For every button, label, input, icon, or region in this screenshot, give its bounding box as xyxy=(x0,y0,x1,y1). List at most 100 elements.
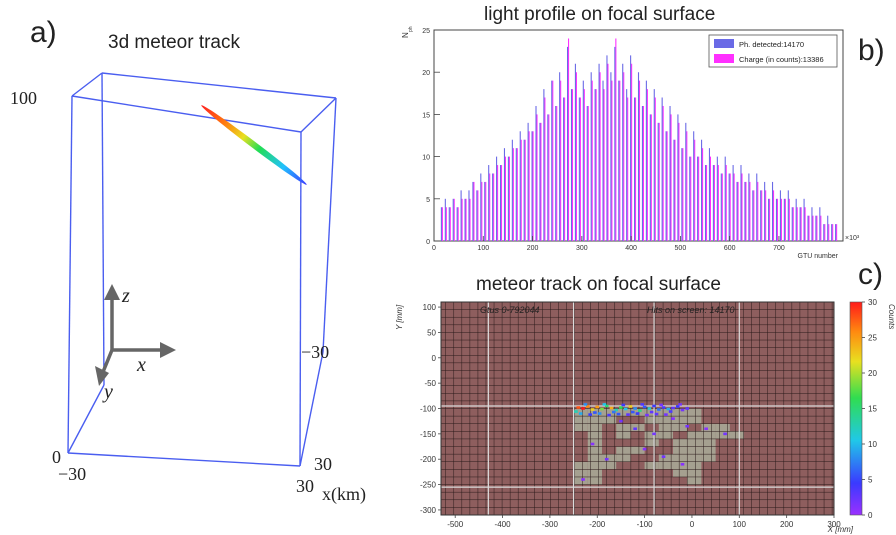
active-pixel xyxy=(587,476,602,485)
hit-point xyxy=(638,409,642,412)
active-pixel xyxy=(644,431,659,439)
hit-point xyxy=(581,478,585,481)
active-pixel xyxy=(701,431,716,439)
hit-point xyxy=(704,427,708,431)
active-pixel xyxy=(573,469,588,477)
colorbar xyxy=(849,301,863,516)
y-tick-label: 20 xyxy=(422,70,430,77)
active-pixel xyxy=(687,446,702,455)
colorbar-tick-label: 10 xyxy=(868,440,877,449)
box-edge-vert-back-right xyxy=(322,97,337,353)
active-pixel xyxy=(601,461,617,470)
hit-point xyxy=(628,405,633,408)
y-arrow-label: y xyxy=(102,381,113,403)
y-tick-label: -250 xyxy=(420,481,437,490)
active-pixel xyxy=(644,461,659,470)
box-edge-top-right xyxy=(300,97,337,133)
active-pixel xyxy=(673,454,688,462)
active-pixel xyxy=(658,416,674,424)
x-tick-label: 300 xyxy=(576,245,588,252)
hit-point xyxy=(661,406,666,409)
hit-point xyxy=(574,410,578,413)
box-edge-vert-front-left xyxy=(67,95,73,454)
hit-point xyxy=(680,408,685,412)
hit-point xyxy=(600,407,604,411)
active-pixel xyxy=(587,416,602,424)
legend-label-1: Charge (in counts):13386 xyxy=(739,55,824,64)
left-front-tick: −30 xyxy=(58,464,86,484)
x-tick-label: -300 xyxy=(542,520,559,529)
active-pixel xyxy=(587,461,602,470)
x-tick-label: 600 xyxy=(724,245,736,252)
colorbar-tick-label: 20 xyxy=(868,369,877,378)
box-edge-top-front xyxy=(71,95,302,133)
active-pixel xyxy=(658,408,674,417)
hit-point xyxy=(619,419,623,423)
z-arrow-label: z xyxy=(121,285,130,307)
active-pixel xyxy=(644,416,659,424)
hit-point xyxy=(607,413,611,417)
light-profile-chart: 0 100 200 300 400 500 600 700 0 5 10 15 20 25 N ph GT… xyxy=(401,26,860,260)
box-edge-vert-back-left xyxy=(101,72,105,386)
hit-point xyxy=(723,432,727,436)
active-pixel xyxy=(673,438,688,447)
y-tick-label: -50 xyxy=(424,379,436,388)
active-pixel xyxy=(687,476,702,485)
hit-point xyxy=(588,413,592,416)
annotation-hits: Hits on screen: 14170 xyxy=(647,305,735,315)
hit-point xyxy=(633,427,637,431)
hit-point xyxy=(671,417,675,420)
hit-point xyxy=(633,407,637,410)
active-pixel xyxy=(673,461,688,470)
active-pixel xyxy=(715,423,730,432)
active-pixel xyxy=(687,408,702,417)
hit-point xyxy=(581,407,585,410)
x-tick-label: -500 xyxy=(447,520,464,529)
active-pixel xyxy=(701,446,716,455)
hit-point xyxy=(685,407,690,410)
active-pixel xyxy=(687,416,702,424)
active-pixel xyxy=(616,454,631,462)
legend: Ph. detected:14170 Charge (in counts):13… xyxy=(708,34,838,68)
x-axis-label: GTU number xyxy=(798,253,839,260)
x-tick-label: -100 xyxy=(637,520,654,529)
box-edge-bottom-front xyxy=(67,452,301,467)
x-axis-exponent: ×10³ xyxy=(845,235,860,242)
y-tick-label: 15 xyxy=(422,112,430,119)
x-tick-label: 200 xyxy=(780,520,794,529)
x-arrow-label: x xyxy=(136,354,146,376)
panel-letter-b: b) xyxy=(858,34,885,67)
active-pixel xyxy=(601,416,617,424)
hit-point xyxy=(652,404,656,408)
active-pixel xyxy=(673,423,688,432)
active-pixel xyxy=(687,431,702,439)
x-tick-label: -200 xyxy=(589,520,606,529)
colorbar-tick-label: 5 xyxy=(868,476,873,485)
y-tick-label: 0 xyxy=(426,239,430,246)
active-pixel xyxy=(687,469,702,477)
y-axis-label: N xyxy=(401,32,410,38)
hit-point xyxy=(590,408,595,411)
hit-point xyxy=(602,403,607,406)
active-pixel xyxy=(658,431,674,439)
active-pixel xyxy=(673,446,688,455)
hit-point xyxy=(609,406,614,410)
x-axis-label: X [mm] xyxy=(827,525,854,534)
hit-point xyxy=(630,410,635,414)
hit-point xyxy=(612,410,616,414)
hit-point xyxy=(642,447,647,451)
active-pixel xyxy=(658,423,674,432)
hit-point xyxy=(585,405,590,408)
box-edge-vert-front-right xyxy=(299,131,302,467)
colorbar-tick-label: 30 xyxy=(868,298,877,307)
panel-title-b: light profile on focal surface xyxy=(484,4,716,25)
panel-letter-a: a) xyxy=(30,16,57,49)
hit-point xyxy=(595,405,600,409)
hit-point xyxy=(680,462,685,466)
hit-point xyxy=(583,403,588,406)
axis-unit-label: x(km) xyxy=(322,484,366,505)
y-tick-label: -150 xyxy=(420,430,437,439)
active-pixel xyxy=(715,431,730,439)
y-tick-label: -100 xyxy=(420,405,437,414)
annotation-gtus: Gtus 0-792044 xyxy=(480,305,540,315)
